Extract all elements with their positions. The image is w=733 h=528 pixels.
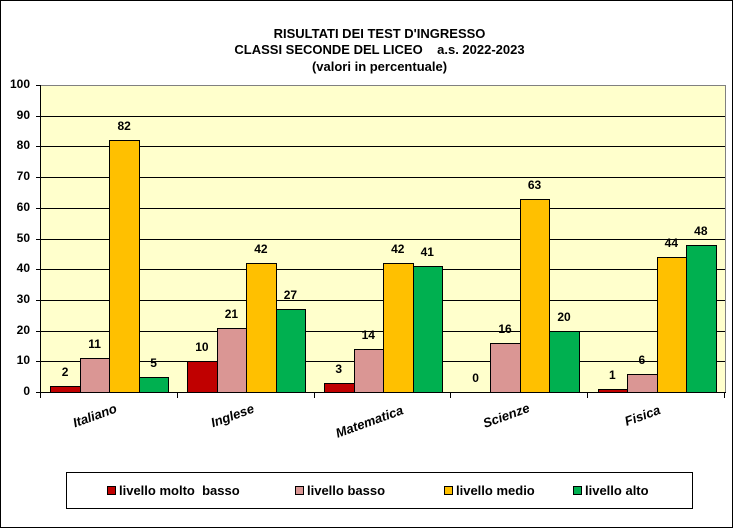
data-value-label: 11 [88, 337, 101, 352]
gridline [41, 238, 725, 240]
y-tick-label: 90 [16, 107, 30, 122]
data-value-label: 42 [391, 242, 405, 257]
gridline [41, 115, 725, 117]
legend-item: livello medio [444, 483, 535, 498]
y-tick-label: 30 [16, 291, 30, 306]
data-value-label: 21 [224, 306, 239, 321]
bar [412, 266, 443, 393]
x-tick-mark [724, 392, 725, 398]
legend-item: livello alto [573, 483, 649, 498]
y-axis [40, 85, 41, 393]
y-tick-mark [36, 177, 41, 179]
y-tick-mark [36, 115, 41, 117]
bar [490, 342, 521, 393]
legend-item: livello molto basso [107, 483, 240, 498]
y-tick-mark [36, 299, 41, 301]
data-value-label: 6 [638, 352, 646, 367]
data-value-label: 42 [254, 242, 268, 257]
bar [656, 256, 688, 393]
x-tick-mark [313, 392, 315, 398]
data-value-label: 2 [61, 364, 69, 379]
y-tick-label: 40 [16, 261, 30, 276]
y-tick-mark [36, 207, 41, 209]
data-value-label: 27 [283, 288, 298, 303]
data-value-label: 44 [664, 235, 679, 250]
y-tick-label: 0 [23, 384, 30, 398]
data-value-label: 0 [472, 371, 479, 385]
y-tick-label: 70 [16, 169, 30, 184]
chart-title: RISULTATI DEI TEST D'INGRESSO [273, 26, 486, 41]
legend-label: livello alto [585, 483, 649, 498]
data-value-label: 10 [195, 340, 209, 355]
legend-label: livello molto basso [119, 483, 240, 498]
y-tick-label: 50 [16, 230, 30, 245]
y-tick-mark [36, 238, 41, 240]
data-value-label: 16 [498, 321, 512, 336]
data-value-label: 5 [150, 355, 157, 370]
y-tick-mark [36, 361, 41, 363]
bar [383, 263, 414, 393]
bar [627, 373, 658, 393]
data-value-label: 48 [694, 223, 708, 238]
gridline [41, 146, 725, 148]
data-value-label: 41 [420, 245, 434, 260]
legend-item: livello basso [295, 483, 385, 498]
data-value-label: 1 [609, 367, 616, 382]
x-tick-mark [40, 392, 41, 398]
legend-swatch-icon [444, 486, 453, 495]
legend-swatch-icon [573, 486, 582, 495]
bar [187, 361, 218, 393]
legend-label: livello medio [456, 483, 535, 498]
bar [246, 263, 277, 393]
bar [686, 244, 717, 393]
legend: livello molto basso livello basso livello … [66, 472, 693, 509]
y-tick-mark [36, 85, 41, 86]
legend-swatch-icon [107, 486, 116, 495]
bar [519, 198, 551, 393]
bar [597, 388, 629, 393]
chart-subtitle: CLASSI SECONDE DEL LICEO a.s. 2022-2023 [234, 42, 525, 57]
bar [324, 382, 355, 393]
bar [138, 376, 170, 393]
bar [109, 140, 140, 393]
bar [353, 349, 384, 393]
chart-subtitle-units: (valori in percentuale) [311, 59, 448, 74]
gridline [41, 207, 725, 209]
y-tick-label: 60 [16, 199, 30, 214]
bar [549, 330, 580, 393]
y-tick-label: 80 [16, 138, 30, 153]
x-tick-mark [587, 392, 589, 398]
bar [79, 358, 111, 393]
y-tick-label: 100 [9, 77, 30, 91]
y-tick-label: 20 [16, 322, 30, 337]
bar [275, 309, 307, 393]
legend-swatch-icon [295, 486, 304, 495]
y-tick-mark [36, 269, 41, 271]
y-tick-label: 10 [16, 353, 30, 368]
data-value-label: 14 [361, 328, 375, 343]
data-value-label: 82 [117, 119, 131, 134]
bar [216, 327, 248, 393]
x-tick-mark [176, 392, 178, 398]
y-tick-mark [36, 392, 41, 393]
data-value-label: 63 [527, 177, 542, 192]
x-tick-mark [450, 392, 452, 398]
gridline [41, 177, 725, 179]
data-value-label: 3 [335, 361, 343, 376]
bar [50, 385, 81, 393]
y-tick-mark [36, 146, 41, 148]
data-value-label: 20 [557, 309, 571, 324]
y-tick-mark [36, 330, 41, 332]
legend-label: livello basso [307, 483, 386, 498]
